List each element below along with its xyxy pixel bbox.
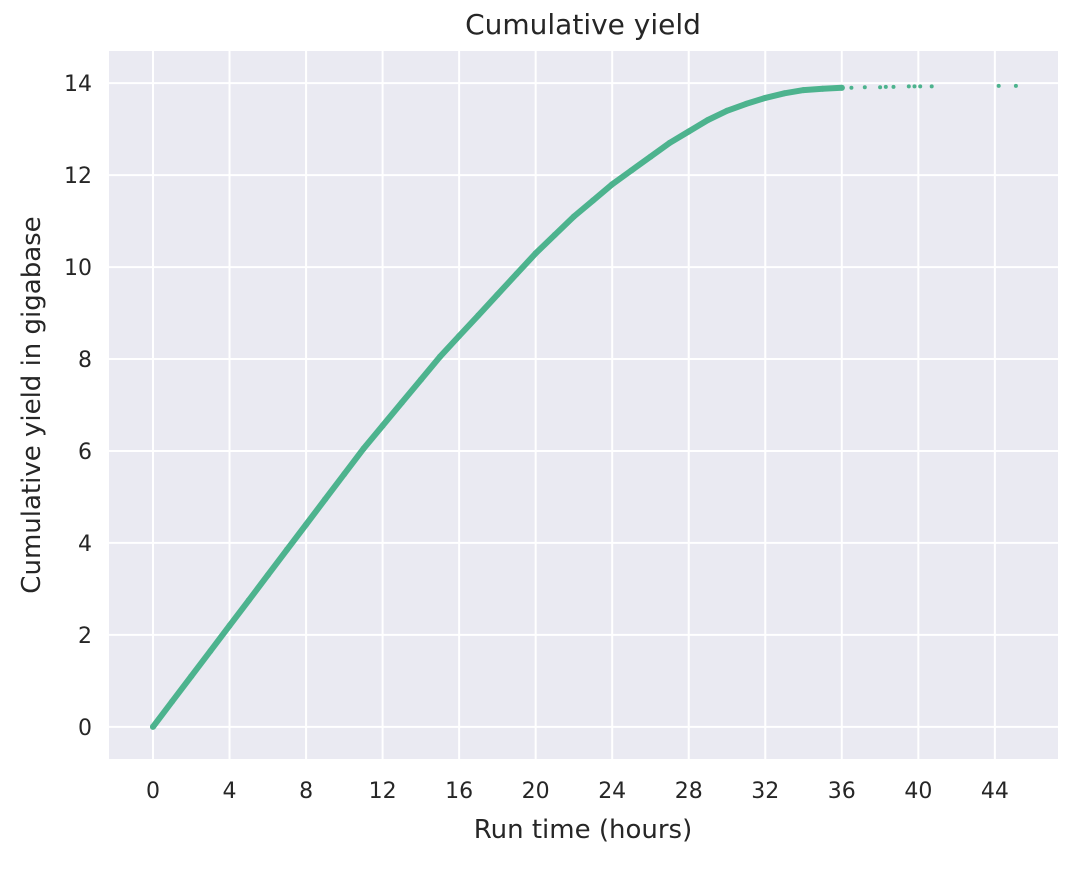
data-point — [398, 399, 405, 406]
y-tick-label: 10 — [64, 256, 92, 281]
data-point — [494, 291, 501, 298]
data-point — [929, 84, 934, 89]
x-tick-label: 28 — [675, 779, 703, 804]
data-point — [264, 572, 271, 579]
data-point — [360, 445, 367, 452]
data-point — [1013, 83, 1018, 88]
data-point — [283, 546, 290, 553]
y-tick-label: 0 — [78, 716, 92, 741]
x-tick-label: 36 — [828, 779, 856, 804]
data-point — [417, 376, 424, 383]
data-point — [532, 250, 539, 257]
data-point — [724, 107, 730, 114]
data-point — [906, 84, 911, 89]
y-tick-label: 6 — [78, 440, 92, 465]
x-tick-label: 44 — [981, 779, 1009, 804]
data-point — [743, 100, 750, 107]
data-point — [169, 698, 176, 705]
data-point — [912, 84, 917, 89]
data-point — [878, 85, 883, 90]
y-tick-label: 8 — [78, 348, 92, 373]
data-point — [245, 597, 252, 604]
y-tick-label: 2 — [78, 624, 92, 649]
data-point — [322, 496, 329, 503]
data-point — [303, 521, 310, 528]
x-tick-label: 12 — [369, 779, 397, 804]
data-point — [437, 353, 443, 360]
data-point — [862, 85, 867, 90]
data-point — [188, 673, 195, 680]
data-point — [226, 622, 233, 629]
y-tick-label: 4 — [78, 532, 92, 557]
x-tick-label: 32 — [751, 779, 779, 804]
data-point — [570, 213, 577, 220]
data-point — [609, 181, 616, 188]
y-axis-ticks: 0 2 4 6 8 10 12 14 — [64, 72, 92, 741]
data-point — [456, 333, 463, 339]
data-point — [918, 84, 923, 89]
data-point — [379, 422, 386, 429]
data-point — [781, 90, 788, 97]
data-point — [838, 84, 845, 91]
x-axis-label: Run time (hours) — [474, 815, 693, 845]
data-point — [207, 648, 214, 654]
x-tick-label: 0 — [146, 779, 160, 804]
x-tick-label: 4 — [223, 779, 237, 804]
data-point — [513, 271, 520, 277]
x-tick-label: 8 — [299, 779, 313, 804]
x-tick-label: 16 — [445, 779, 473, 804]
data-point — [819, 85, 826, 92]
plot-area — [109, 51, 1058, 759]
y-tick-label: 14 — [64, 72, 92, 97]
grid-lines — [109, 51, 1058, 759]
data-point — [551, 231, 558, 238]
x-tick-label: 24 — [598, 779, 626, 804]
y-tick-label: 12 — [64, 164, 92, 189]
data-point — [704, 117, 711, 123]
data-point — [800, 87, 807, 94]
data-point — [891, 84, 896, 89]
chart-title: Cumulative yield — [465, 8, 701, 41]
data-point — [341, 471, 348, 477]
y-axis-label: Cumulative yield in gigabase — [17, 216, 47, 593]
data-point — [590, 197, 597, 204]
data-point — [849, 85, 854, 90]
data-point — [647, 153, 654, 160]
x-axis-ticks: 0 4 8 12 16 20 24 28 32 36 40 44 — [146, 779, 1009, 804]
data-point — [883, 84, 888, 89]
data-point — [685, 128, 692, 135]
x-tick-label: 20 — [522, 779, 550, 804]
data-points — [150, 83, 1018, 730]
data-point — [762, 94, 769, 101]
data-point — [996, 83, 1001, 88]
x-tick-label: 40 — [904, 779, 932, 804]
data-point — [475, 312, 482, 319]
data-point — [150, 723, 156, 730]
data-point — [628, 167, 635, 174]
data-point — [666, 139, 673, 146]
